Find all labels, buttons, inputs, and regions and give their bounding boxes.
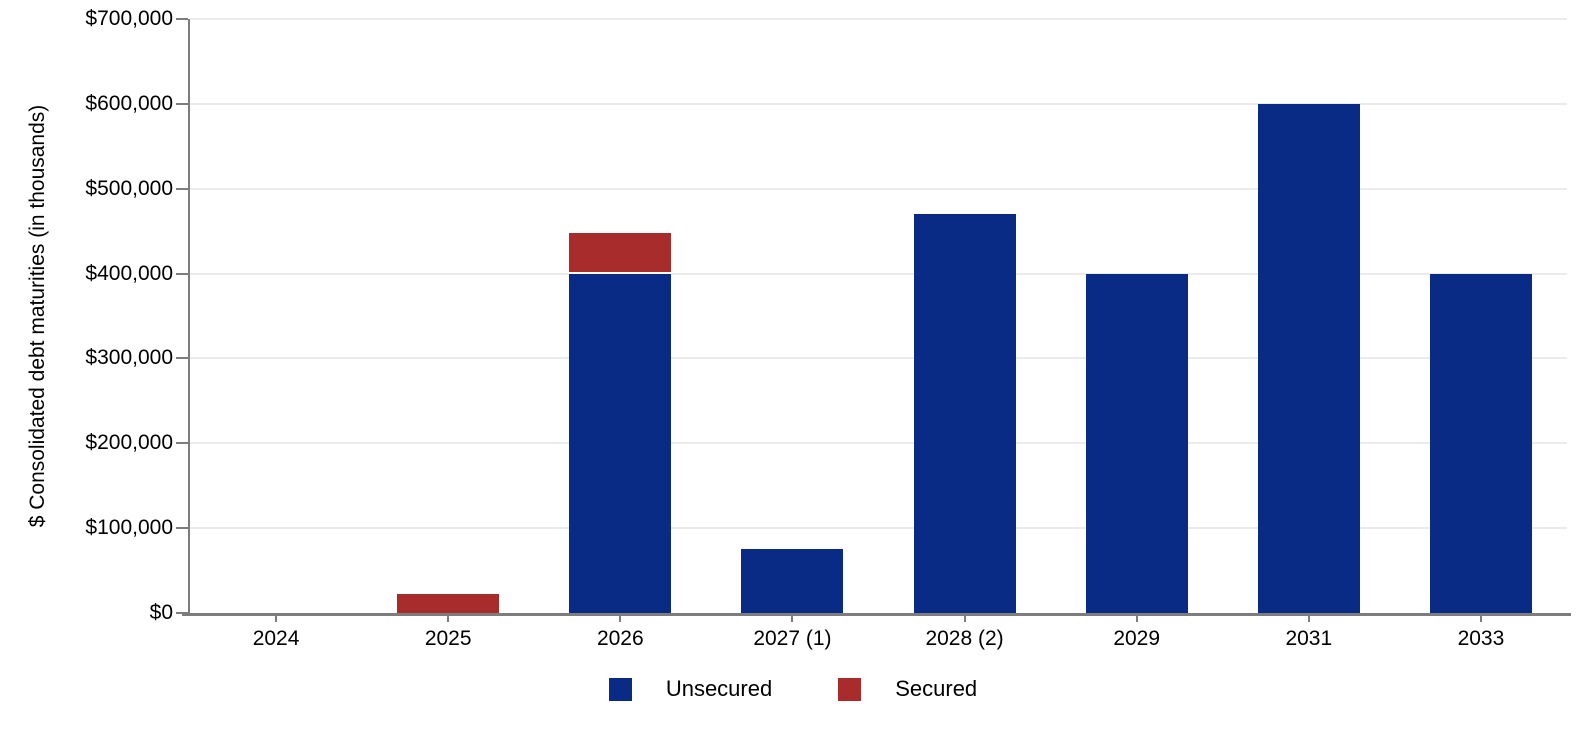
gridline: [190, 357, 1567, 360]
x-tick: [791, 613, 794, 622]
bar-segment-secured: [569, 232, 672, 274]
y-tick: [176, 18, 188, 20]
bar-group: [1257, 103, 1360, 613]
bar-segment-unsecured: [1085, 273, 1188, 613]
x-axis-label: 2031: [1285, 627, 1333, 650]
x-tick: [447, 613, 450, 622]
x-axis-label: 2026: [596, 627, 644, 650]
y-tick: [176, 612, 188, 614]
x-axis-label: 2024: [252, 627, 300, 650]
y-tick: [176, 272, 188, 275]
secured-swatch-icon: [838, 677, 862, 701]
y-axis-line: [188, 19, 190, 613]
y-tick: [176, 187, 188, 190]
bar-group: [913, 214, 1016, 613]
gridline: [190, 442, 1567, 445]
gridline: [190, 272, 1567, 275]
bar-segment-unsecured: [569, 273, 672, 613]
x-axis-label: 2025: [424, 627, 472, 650]
y-tick: [176, 357, 188, 360]
y-tick-label: $500,000: [85, 176, 173, 200]
y-tick: [176, 442, 188, 445]
bar-segment-unsecured: [741, 549, 844, 613]
x-axis-line: [182, 613, 1571, 616]
x-tick: [1479, 613, 1482, 622]
y-tick: [176, 102, 188, 105]
y-axis-title: $ Consolidated debt maturities (in thous…: [26, 104, 49, 528]
gridline: [190, 102, 1567, 105]
bar-group: [1429, 273, 1532, 613]
x-tick: [619, 613, 622, 622]
gridline: [190, 18, 1567, 20]
x-axis-label: 2027 (1): [753, 627, 832, 650]
legend-item-secured: Secured: [838, 676, 977, 702]
y-tick-label: $200,000: [85, 431, 173, 455]
unsecured-swatch-icon: [608, 677, 632, 701]
legend: Unsecured Secured: [0, 676, 1586, 702]
bar-segment-unsecured: [1257, 103, 1360, 613]
x-tick: [1307, 613, 1310, 622]
bar-segment-unsecured: [1429, 273, 1532, 613]
y-tick-label: $700,000: [85, 7, 173, 30]
x-axis-label: 2029: [1113, 627, 1161, 650]
plot-area: $0 $100,000 $200,000 $300,000 $400,000 $500,0…: [85, 7, 1571, 650]
legend-item-unsecured: Unsecured: [608, 676, 773, 702]
bar-segment-secured: [397, 594, 500, 613]
y-tick-label: $300,000: [85, 346, 173, 370]
y-tick-label: $100,000: [85, 516, 173, 540]
gridline: [190, 527, 1567, 530]
y-tick: [176, 527, 188, 530]
x-tick: [963, 613, 966, 622]
bar-segment-unsecured: [913, 214, 1016, 613]
gridline: [190, 187, 1567, 190]
legend-label-secured: Secured: [895, 676, 978, 701]
legend-label-unsecured: Unsecured: [665, 676, 773, 701]
x-axis-label: 2028 (2): [925, 627, 1004, 650]
x-axis-label: 2033: [1457, 627, 1505, 650]
bar-group: [397, 594, 500, 613]
x-tick: [275, 613, 278, 622]
x-tick: [1135, 613, 1138, 622]
bar-group: [741, 549, 844, 613]
bar-group: [1085, 273, 1188, 613]
y-tick-label: $600,000: [85, 91, 173, 115]
bar-group: [569, 232, 672, 613]
y-tick-label: $0: [149, 601, 173, 624]
y-tick-label: $400,000: [85, 261, 173, 285]
